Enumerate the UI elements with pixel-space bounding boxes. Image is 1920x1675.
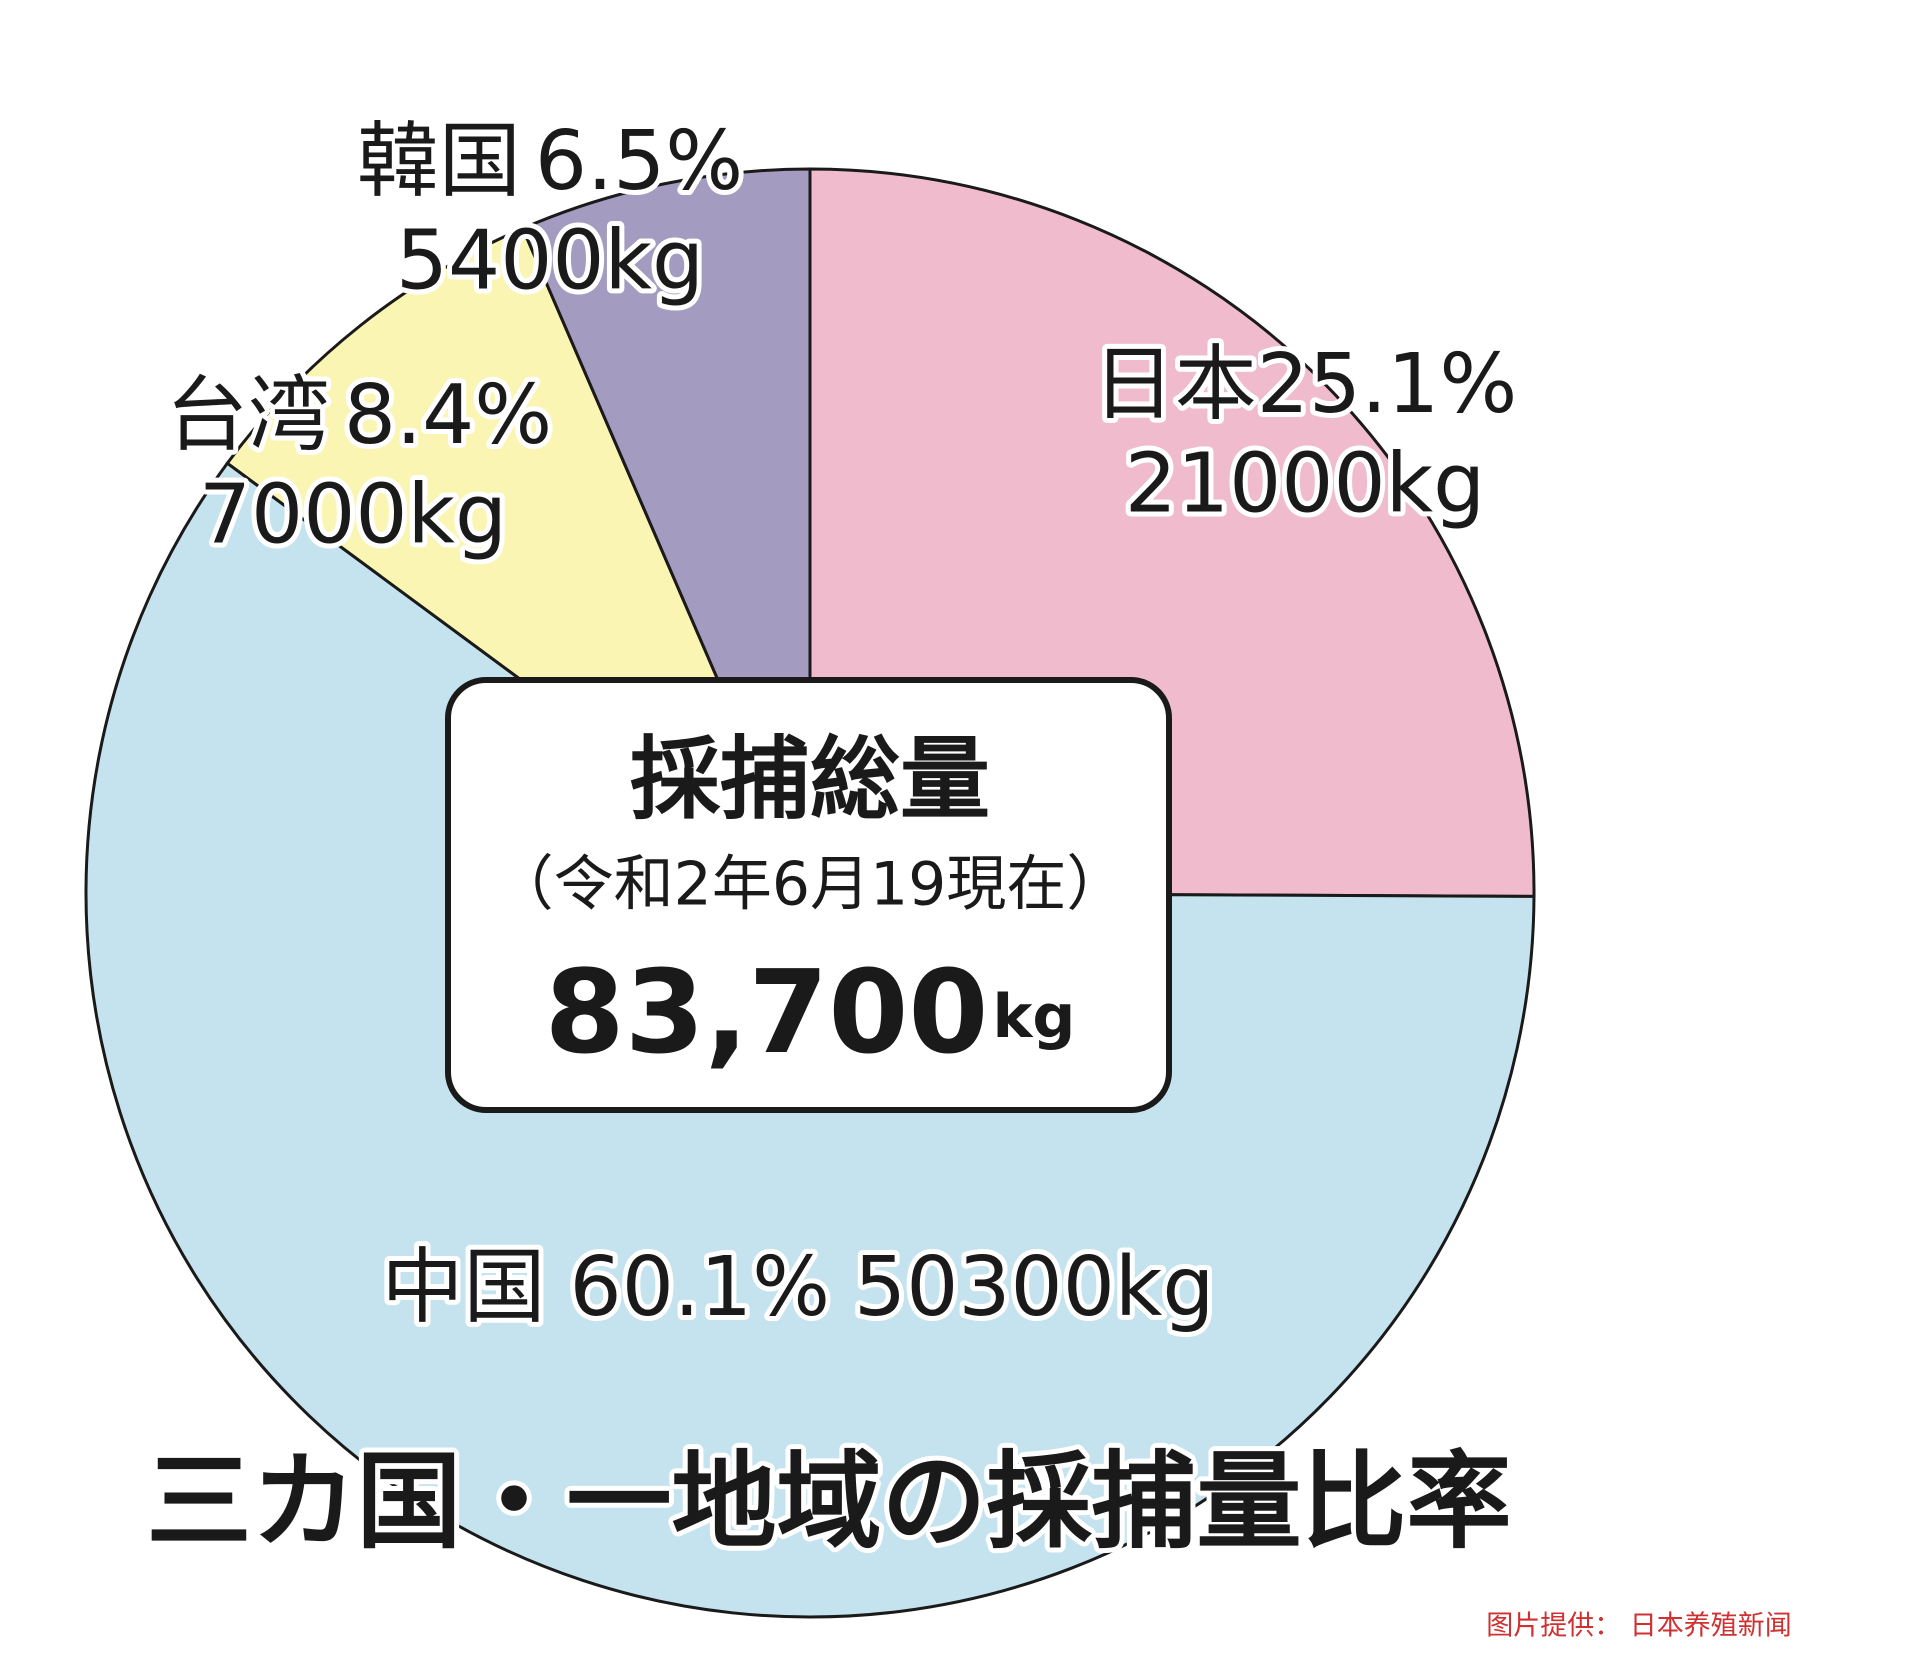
category-name: 台湾: [166, 368, 330, 463]
center-date: （令和2年6月19現在）: [494, 850, 1127, 920]
slice-label: 中国 60.1% 50300kg: [382, 1240, 1215, 1335]
total-value: 83,700: [545, 946, 989, 1080]
center-total: 83,700kg: [545, 946, 1076, 1080]
value-label: 6.5%: [535, 114, 743, 209]
value-label: 25.1%: [1257, 337, 1518, 432]
center-title: 採捕総量: [630, 727, 990, 832]
slice-label: 韓国 6.5%: [357, 114, 743, 209]
slice-label: 日本25.1%: [1093, 337, 1518, 432]
total-unit: kg: [992, 982, 1075, 1052]
center-box: [445, 677, 1172, 1113]
slice-labels: 日本25.1%21000kg 中国 60.1% 50300kg 台湾 8.4%7000kg…: [161, 109, 1522, 1340]
amount-label: 7000kg: [199, 467, 507, 562]
chart-title: 三カ国・一地域の採捕量比率: [146, 1441, 1511, 1563]
category-name: 日本: [1093, 337, 1257, 432]
credit: 图片提供： 日本养殖新闻: [1486, 1611, 1792, 1642]
slice-label: 台湾 8.4%: [166, 368, 552, 463]
category-name: 中国: [382, 1240, 546, 1335]
category-name: 韓国: [357, 114, 521, 209]
amount-label: 5400kg: [396, 213, 704, 308]
value-label: 60.1%: [570, 1240, 831, 1335]
value-label: 8.4%: [344, 368, 552, 463]
amount-label: 50300kg: [854, 1240, 1214, 1335]
amount-label: 21000kg: [1125, 436, 1485, 531]
